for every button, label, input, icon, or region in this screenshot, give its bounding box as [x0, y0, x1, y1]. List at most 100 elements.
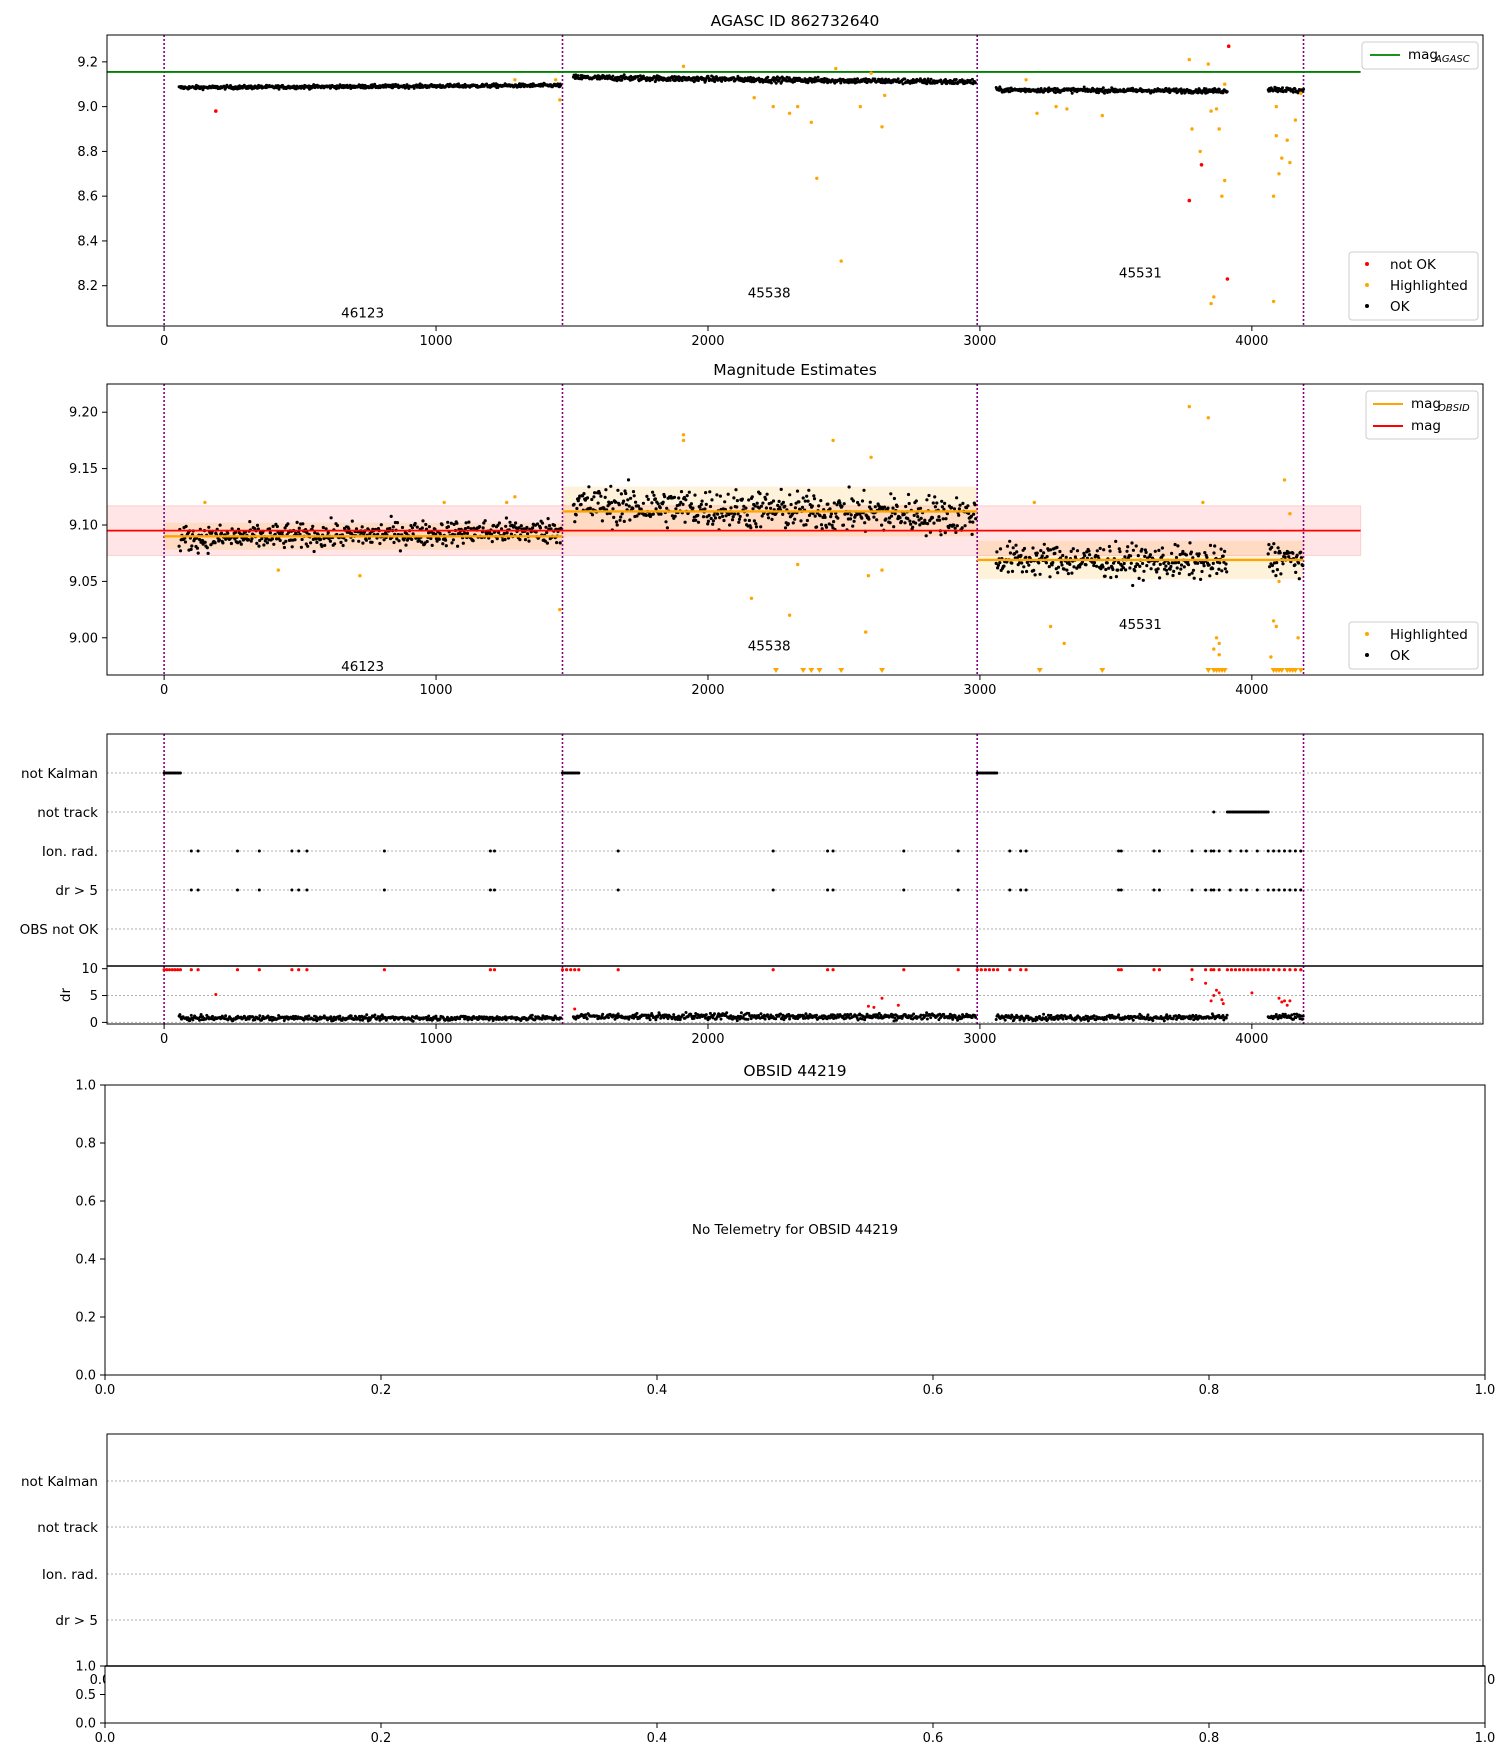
ok-point	[1177, 571, 1181, 576]
ok-point	[747, 498, 751, 502]
ok-point	[229, 541, 233, 546]
ok-point	[1278, 551, 1282, 555]
ok-point	[892, 496, 897, 501]
highlighted-point	[1048, 624, 1053, 629]
ok-point	[914, 499, 918, 503]
ok-point	[421, 519, 425, 523]
highlighted-point	[1032, 500, 1037, 505]
dr-clipped-point	[1262, 968, 1266, 972]
ok-point	[1067, 560, 1071, 564]
ok-point	[892, 525, 896, 529]
ok-point	[1270, 563, 1274, 568]
ok-point	[846, 512, 850, 516]
ok-point	[610, 501, 614, 505]
ok-point	[467, 520, 471, 524]
ok-point	[1180, 91, 1184, 95]
ok-point	[430, 543, 434, 548]
legend-label: Highlighted	[1390, 278, 1468, 294]
dr-point	[1224, 1016, 1228, 1020]
ok-point	[575, 506, 579, 511]
ok-point	[1176, 544, 1180, 548]
ok-point	[1181, 549, 1185, 554]
ok-point	[777, 499, 781, 503]
dr-point	[253, 1018, 257, 1022]
dr-clipped-point	[167, 968, 172, 972]
ok-point	[512, 524, 516, 528]
ok-point	[998, 561, 1002, 565]
ok-point	[198, 538, 202, 542]
ok-point	[903, 521, 907, 525]
ok-point	[451, 538, 455, 542]
ok-point	[410, 537, 414, 542]
ok-point	[817, 504, 821, 508]
ok-point	[1197, 552, 1201, 556]
ok-point	[635, 514, 639, 518]
ok-point	[811, 511, 815, 516]
dr-point	[198, 1015, 202, 1019]
ok-point	[743, 518, 747, 522]
ok-point	[880, 77, 884, 81]
ok-point	[1087, 549, 1091, 553]
dr-point	[627, 1017, 631, 1021]
ok-point	[772, 79, 776, 83]
ok-point	[791, 521, 795, 525]
dr-clipped-point	[1209, 968, 1213, 972]
dr-point	[530, 1013, 534, 1017]
dr-red-point	[866, 1004, 870, 1008]
dr-point	[678, 1018, 682, 1022]
flag-point	[616, 849, 620, 853]
ok-point	[620, 78, 624, 82]
ok-point	[770, 517, 774, 522]
ok-point	[895, 504, 899, 508]
dr-point	[438, 1017, 442, 1021]
ok-point	[1211, 567, 1215, 571]
ok-point	[582, 492, 586, 496]
ok-point	[730, 518, 735, 522]
ok-point	[908, 519, 912, 523]
ok-point	[760, 514, 764, 518]
ok-point	[1124, 568, 1128, 572]
highlighted-point	[558, 98, 562, 102]
ok-point	[706, 522, 710, 526]
ok-point	[1122, 561, 1126, 566]
ok-point	[263, 539, 267, 543]
dr-point	[1165, 1013, 1169, 1017]
dr-point	[689, 1012, 693, 1016]
ok-point	[544, 525, 548, 529]
flag-point	[189, 888, 193, 892]
ok-point	[1211, 561, 1215, 566]
ok-point	[619, 515, 623, 519]
ok-point	[1191, 568, 1196, 572]
x-tick-label: 1000	[419, 683, 452, 698]
ok-point	[492, 523, 496, 528]
ok-point	[797, 500, 801, 504]
ok-point	[751, 507, 755, 511]
dr-red-point	[1285, 1003, 1289, 1007]
x-tick-label: 0	[160, 334, 168, 349]
ok-point	[661, 500, 665, 504]
ok-point	[427, 531, 431, 535]
highlighted-point	[358, 574, 362, 578]
ok-point	[604, 488, 608, 492]
highlighted-point	[1285, 138, 1289, 142]
ok-point	[789, 502, 793, 507]
ok-point	[450, 541, 454, 545]
obsid-label: 45531	[1119, 617, 1162, 633]
ok-point	[764, 497, 768, 501]
ok-point	[753, 504, 757, 508]
ok-point	[1215, 571, 1219, 576]
dr-point	[1044, 1016, 1048, 1019]
dr-point	[1042, 1012, 1046, 1016]
ok-point	[677, 503, 682, 507]
ok-point	[1032, 568, 1036, 573]
flag-point	[1293, 888, 1297, 892]
ok-point	[509, 532, 513, 536]
ok-point	[1049, 548, 1053, 552]
ok-point	[708, 490, 712, 494]
ok-point	[1156, 567, 1160, 571]
ok-point	[631, 490, 636, 494]
ok-point	[1107, 544, 1111, 549]
ok-point	[1054, 91, 1057, 95]
dr-point	[1038, 1014, 1041, 1018]
ok-point	[321, 525, 325, 530]
